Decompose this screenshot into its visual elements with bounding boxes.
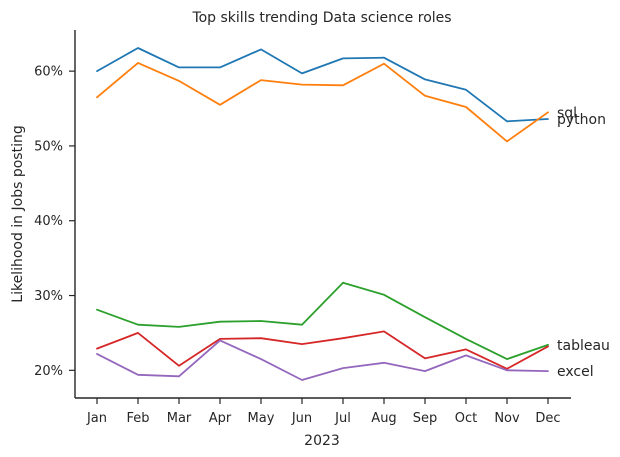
x-tick-label: Jan (86, 411, 107, 426)
series-end-label: sql (557, 105, 577, 121)
x-axis-title: 2023 (304, 433, 340, 449)
series-line (96, 281, 549, 361)
x-tick-label: Feb (126, 411, 149, 426)
x-tick-label: Sep (413, 411, 438, 426)
y-tick-label: 30% (34, 289, 63, 304)
y-tick-label: 20% (34, 364, 63, 379)
chart-title: Top skills trending Data science roles (191, 10, 451, 26)
axes (74, 30, 571, 399)
series-end-label: excel (557, 364, 594, 380)
series-lines (96, 47, 549, 381)
x-tick-label: Jul (334, 411, 351, 426)
x-tick-label: Mar (167, 411, 192, 426)
x-tick-label: Aug (371, 411, 396, 426)
series-end-label: python (557, 112, 606, 128)
y-ticks: 20% 30% 40% 50% 60% (34, 65, 75, 379)
y-tick-label: 40% (34, 214, 63, 229)
series-line (96, 339, 549, 381)
x-tick-label: Nov (494, 411, 520, 426)
x-tick-label: May (248, 411, 275, 426)
x-tick-label: Apr (209, 411, 232, 426)
series-line (96, 330, 549, 370)
x-ticks: Jan Feb Mar Apr May Jun Jul Aug Sep Oct Nov Dec (86, 398, 561, 426)
series-end-label: tableau (557, 338, 610, 354)
y-tick-label: 60% (34, 65, 63, 80)
x-tick-label: Oct (455, 411, 477, 426)
series-line (96, 62, 549, 143)
y-axis-title: Likelihood in Jobs posting (10, 125, 26, 302)
series-line (96, 47, 549, 123)
x-tick-label: Jun (291, 411, 312, 426)
y-tick-label: 50% (34, 139, 63, 154)
x-tick-label: Dec (535, 411, 560, 426)
